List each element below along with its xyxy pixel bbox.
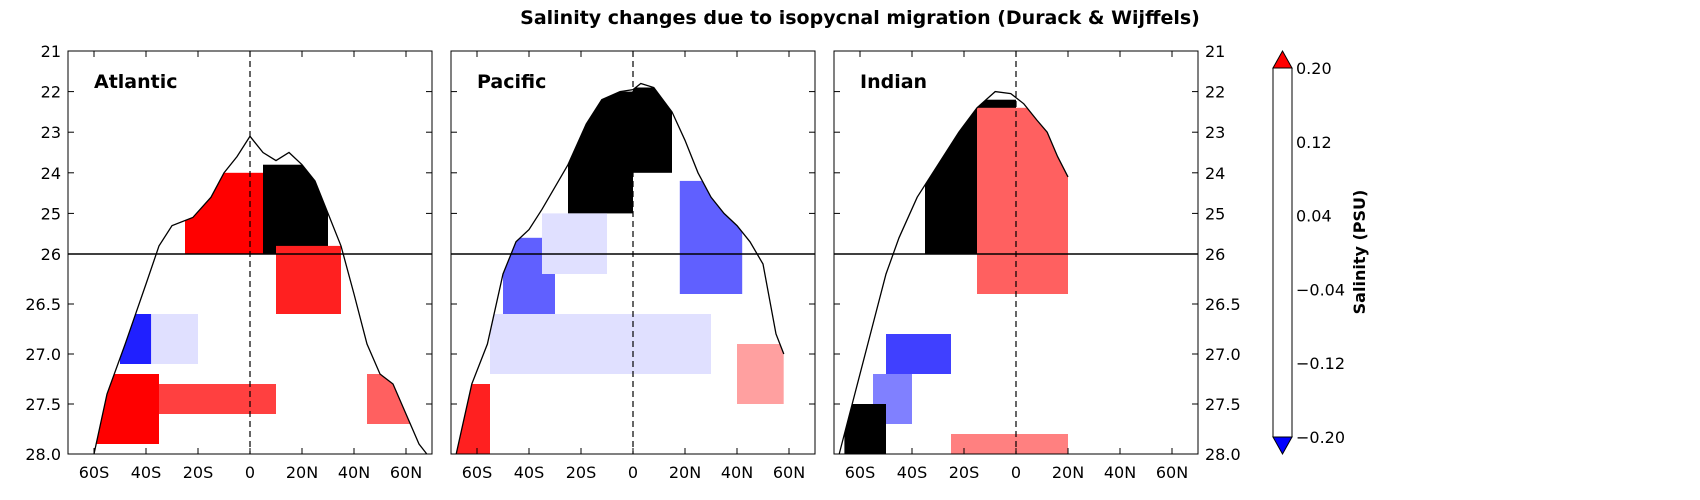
anomaly-patch xyxy=(490,314,711,374)
x-tick-label: 40N xyxy=(338,463,370,482)
colorbar-ticks: 0.20 0.12 0.04 −0.04 −0.12 −0.20 xyxy=(1296,59,1345,447)
anomaly-field xyxy=(844,99,1068,454)
y-tick-label: 27.5 xyxy=(25,395,61,414)
colorbar-label: Salinity (PSU) xyxy=(1350,190,1369,315)
anomaly-patch xyxy=(159,384,276,414)
y-tick-label-right: 25 xyxy=(1205,204,1225,223)
y-tick-label-right: 22 xyxy=(1205,83,1225,102)
colorbar-frame xyxy=(1272,67,1293,438)
outcrop-boundary-line xyxy=(93,135,428,455)
x-tick-label: 20S xyxy=(566,463,597,482)
anomaly-field xyxy=(94,164,419,444)
anomaly-patch xyxy=(120,314,152,364)
y-tick-label: 21 xyxy=(41,42,61,61)
colorbar-tick-label: 0.20 xyxy=(1296,59,1332,78)
anomaly-patch xyxy=(276,245,341,314)
anomaly-patch xyxy=(633,87,672,173)
anomaly-patch xyxy=(977,107,1068,294)
x-tick-label: 20N xyxy=(286,463,318,482)
x-tick-label: 20N xyxy=(1052,463,1084,482)
x-tick-label: 20S xyxy=(183,463,214,482)
x-tick-label: 60N xyxy=(1156,463,1188,482)
x-tick-label: 60N xyxy=(390,463,422,482)
colorbar-tick-label: −0.04 xyxy=(1296,280,1345,299)
x-tick-label: 60N xyxy=(773,463,805,482)
x-tick-label: 20S xyxy=(949,463,980,482)
x-tick-label: 0 xyxy=(1011,463,1021,482)
anomaly-patch xyxy=(737,344,784,404)
anomaly-patch xyxy=(886,334,951,374)
panel-indian: Indian 60S 40S 20S 0 20N 40N 60N 21 22 23 24 25 26 26.… xyxy=(833,42,1241,482)
colorbar-tick-label: 0.04 xyxy=(1296,207,1332,226)
y-tick-label-right: 27.5 xyxy=(1205,395,1241,414)
panel-pacific: Pacific 60S 40S 20S 0 20N 40N 60N xyxy=(450,50,816,482)
y-tick-label-right: 24 xyxy=(1205,164,1225,183)
panels: Atlantic 60S 40S 20S 0 20N 40N 60N 21 22 23 24 25 26 2… xyxy=(25,42,1240,482)
colorbar-tick-label: −0.12 xyxy=(1296,354,1345,373)
colorbar-tick-label: −0.20 xyxy=(1296,428,1345,447)
colorbar-bottom-extension xyxy=(1272,436,1293,456)
y-tick-label-right: 28.0 xyxy=(1205,445,1241,464)
anomaly-patch xyxy=(367,374,419,424)
anomaly-patch xyxy=(151,314,198,364)
outcrop-boundary-line xyxy=(838,90,1069,455)
anomaly-patch xyxy=(844,404,886,454)
y-tick-label: 23 xyxy=(41,123,61,142)
y-tick-label: 24 xyxy=(41,164,61,183)
x-tick-label: 20N xyxy=(669,463,701,482)
anomaly-patch xyxy=(276,334,380,434)
x-tick-label: 0 xyxy=(245,463,255,482)
x-tick-label: 60S xyxy=(79,463,110,482)
anomaly-patch xyxy=(542,213,607,274)
panel-label: Indian xyxy=(860,71,927,93)
figure-title: Salinity changes due to isopycnal migrat… xyxy=(520,7,1200,29)
colorbar: 0.20 0.12 0.04 −0.04 −0.12 −0.20 Salinity (PS… xyxy=(1272,49,1369,456)
y-tick-label: 28.0 xyxy=(25,445,61,464)
x-tick-label: 0 xyxy=(628,463,638,482)
y-tick-label: 25 xyxy=(41,204,61,223)
x-tick-label: 40N xyxy=(721,463,753,482)
y-tick-label-right: 21 xyxy=(1205,42,1225,61)
anomaly-patch xyxy=(263,164,328,254)
anomaly-patch xyxy=(456,384,490,454)
y-tick-label: 26.5 xyxy=(25,295,61,314)
x-tick-label: 40S xyxy=(514,463,545,482)
y-tick-label-right: 26.5 xyxy=(1205,295,1241,314)
y-tick-label-right: 23 xyxy=(1205,123,1225,142)
panel-atlantic: Atlantic 60S 40S 20S 0 20N 40N 60N 21 22 23 24 25 26 2… xyxy=(25,42,433,482)
x-tick-label: 60S xyxy=(845,463,876,482)
panel-label: Atlantic xyxy=(94,71,178,93)
colorbar-top-extension xyxy=(1272,49,1293,69)
x-tick-label: 40S xyxy=(131,463,162,482)
y-tick-label: 26 xyxy=(41,245,61,264)
panel-label: Pacific xyxy=(477,71,546,93)
outcrop-boundary-line xyxy=(455,82,785,455)
x-tick-label: 40S xyxy=(897,463,928,482)
y-tick-label-right: 27.0 xyxy=(1205,345,1241,364)
anomaly-patch xyxy=(951,434,1068,454)
colorbar-tick-label: 0.12 xyxy=(1296,133,1332,152)
x-tick-label: 60S xyxy=(462,463,493,482)
anomaly-patch xyxy=(568,91,633,214)
anomaly-field xyxy=(456,87,784,454)
y-tick-label: 22 xyxy=(41,83,61,102)
y-tick-label: 27.0 xyxy=(25,345,61,364)
y-tick-label-right: 26 xyxy=(1205,245,1225,264)
x-tick-label: 40N xyxy=(1104,463,1136,482)
